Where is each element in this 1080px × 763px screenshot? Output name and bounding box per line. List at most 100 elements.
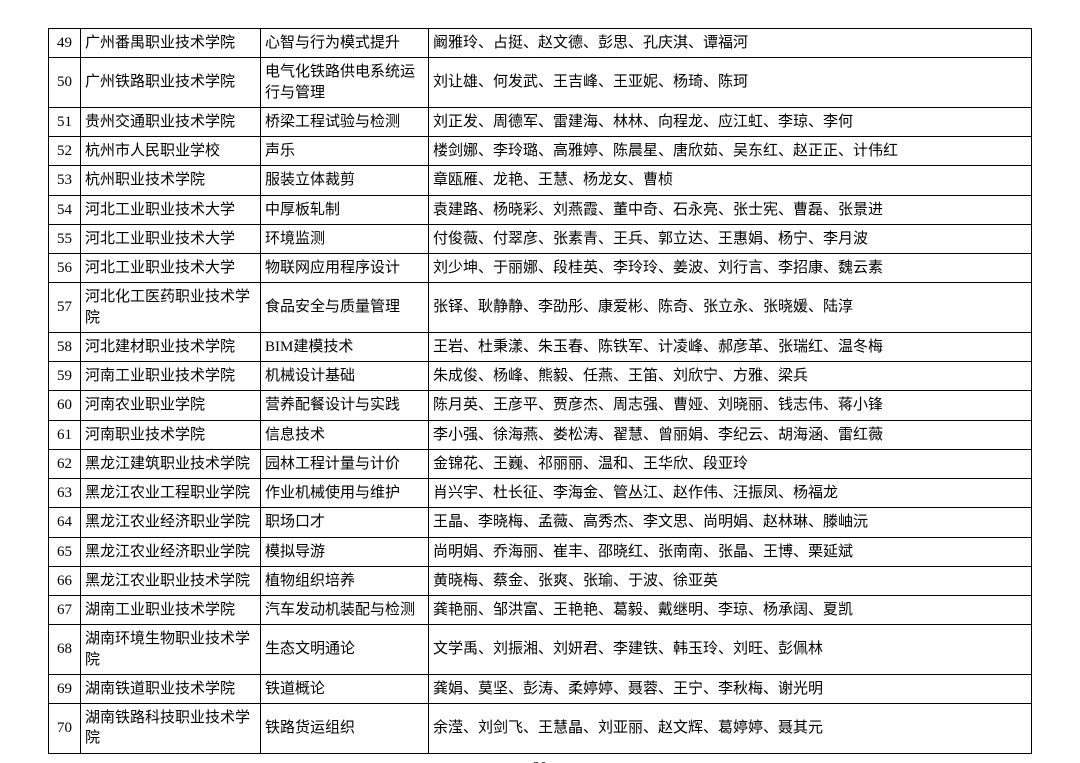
table-row: 60河南农业职业学院营养配餐设计与实践陈月英、王彦平、贾彦杰、周志强、曹娅、刘晓…	[49, 391, 1032, 420]
course-cell: 声乐	[261, 137, 429, 166]
document-page: 49广州番禺职业技术学院心智与行为模式提升阚雅玲、占挺、赵文德、彭思、孔庆淇、谭…	[0, 0, 1080, 763]
table-row: 51贵州交通职业技术学院桥梁工程试验与检测刘正发、周德军、雷建海、林林、向程龙、…	[49, 107, 1032, 136]
institution-cell: 贵州交通职业技术学院	[81, 107, 261, 136]
table-row: 55河北工业职业技术大学环境监测付俊薇、付翠彦、张素青、王兵、郭立达、王惠娟、杨…	[49, 224, 1032, 253]
course-cell: 环境监测	[261, 224, 429, 253]
institution-cell: 河南农业职业学院	[81, 391, 261, 420]
course-cell: 植物组织培养	[261, 566, 429, 595]
table-row: 65黑龙江农业经济职业学院模拟导游尚明娟、乔海丽、崔丰、邵晓红、张南南、张晶、王…	[49, 537, 1032, 566]
institution-cell: 杭州市人民职业学校	[81, 137, 261, 166]
course-cell: 作业机械使用与维护	[261, 479, 429, 508]
row-index: 59	[49, 362, 81, 391]
table-row: 64黑龙江农业经济职业学院职场口才王晶、李晓梅、孟薇、高秀杰、李文思、尚明娟、赵…	[49, 508, 1032, 537]
table-row: 67湖南工业职业技术学院汽车发动机装配与检测龚艳丽、邹洪富、王艳艳、葛毅、戴继明…	[49, 596, 1032, 625]
institution-cell: 黑龙江农业职业技术学院	[81, 566, 261, 595]
institution-cell: 广州铁路职业技术学院	[81, 58, 261, 108]
course-cell: 桥梁工程试验与检测	[261, 107, 429, 136]
row-index: 52	[49, 137, 81, 166]
course-cell: 模拟导游	[261, 537, 429, 566]
institution-cell: 杭州职业技术学院	[81, 166, 261, 195]
institution-cell: 黑龙江农业工程职业学院	[81, 479, 261, 508]
institution-cell: 湖南铁道职业技术学院	[81, 674, 261, 703]
people-cell: 付俊薇、付翠彦、张素青、王兵、郭立达、王惠娟、杨宁、李月波	[429, 224, 1032, 253]
table-row: 59河南工业职业技术学院机械设计基础朱成俊、杨峰、熊毅、任燕、王笛、刘欣宁、方雅…	[49, 362, 1032, 391]
row-index: 54	[49, 195, 81, 224]
row-index: 53	[49, 166, 81, 195]
course-cell: 中厚板轧制	[261, 195, 429, 224]
row-index: 63	[49, 479, 81, 508]
table-row: 61河南职业技术学院信息技术李小强、徐海燕、娄松涛、翟慧、曾丽娟、李纪云、胡海涵…	[49, 420, 1032, 449]
table-row: 58河北建材职业技术学院BIM建模技术王岩、杜秉漾、朱玉春、陈铁军、计凌峰、郝彦…	[49, 332, 1032, 361]
people-cell: 刘正发、周德军、雷建海、林林、向程龙、应江虹、李琼、李何	[429, 107, 1032, 136]
table-row: 54河北工业职业技术大学中厚板轧制袁建路、杨晓彩、刘燕霞、董中奇、石永亮、张士宪…	[49, 195, 1032, 224]
course-cell: 职场口才	[261, 508, 429, 537]
people-cell: 袁建路、杨晓彩、刘燕霞、董中奇、石永亮、张士宪、曹磊、张景进	[429, 195, 1032, 224]
people-cell: 章瓯雁、龙艳、王慧、杨龙女、曹桢	[429, 166, 1032, 195]
people-cell: 刘少坤、于丽娜、段桂英、李玲玲、姜波、刘行言、李招康、魏云素	[429, 254, 1032, 283]
row-index: 55	[49, 224, 81, 253]
row-index: 68	[49, 625, 81, 675]
course-cell: 汽车发动机装配与检测	[261, 596, 429, 625]
institution-cell: 广州番禺职业技术学院	[81, 29, 261, 58]
people-cell: 金锦花、王巍、祁丽丽、温和、王华欣、段亚玲	[429, 449, 1032, 478]
people-cell: 尚明娟、乔海丽、崔丰、邵晓红、张南南、张晶、王博、栗延斌	[429, 537, 1032, 566]
table-row: 68湖南环境生物职业技术学院生态文明通论文学禹、刘振湘、刘妍君、李建铁、韩玉玲、…	[49, 625, 1032, 675]
institution-cell: 河南工业职业技术学院	[81, 362, 261, 391]
people-cell: 陈月英、王彦平、贾彦杰、周志强、曹娅、刘晓丽、钱志伟、蒋小锋	[429, 391, 1032, 420]
table-row: 52杭州市人民职业学校声乐楼剑娜、李玲璐、高雅婷、陈晨星、唐欣茹、吴东红、赵正正…	[49, 137, 1032, 166]
people-cell: 龚艳丽、邹洪富、王艳艳、葛毅、戴继明、李琼、杨承阔、夏凯	[429, 596, 1032, 625]
table-row: 53杭州职业技术学院服装立体裁剪章瓯雁、龙艳、王慧、杨龙女、曹桢	[49, 166, 1032, 195]
people-cell: 王岩、杜秉漾、朱玉春、陈铁军、计凌峰、郝彦革、张瑞红、温冬梅	[429, 332, 1032, 361]
institution-cell: 河北建材职业技术学院	[81, 332, 261, 361]
institution-cell: 黑龙江建筑职业技术学院	[81, 449, 261, 478]
people-cell: 刘让雄、何发武、王吉峰、王亚妮、杨琦、陈珂	[429, 58, 1032, 108]
row-index: 56	[49, 254, 81, 283]
row-index: 70	[49, 704, 81, 754]
people-cell: 余滢、刘剑飞、王慧晶、刘亚丽、赵文辉、葛婷婷、聂其元	[429, 704, 1032, 754]
course-cell: 营养配餐设计与实践	[261, 391, 429, 420]
people-cell: 楼剑娜、李玲璐、高雅婷、陈晨星、唐欣茹、吴东红、赵正正、计伟红	[429, 137, 1032, 166]
people-cell: 龚娟、莫坚、彭涛、柔婷婷、聂蓉、王宁、李秋梅、谢光明	[429, 674, 1032, 703]
row-index: 66	[49, 566, 81, 595]
table-row: 70湖南铁路科技职业技术学院铁路货运组织余滢、刘剑飞、王慧晶、刘亚丽、赵文辉、葛…	[49, 704, 1032, 754]
course-cell: 服装立体裁剪	[261, 166, 429, 195]
course-cell: 心智与行为模式提升	[261, 29, 429, 58]
people-cell: 阚雅玲、占挺、赵文德、彭思、孔庆淇、谭福河	[429, 29, 1032, 58]
people-cell: 朱成俊、杨峰、熊毅、任燕、王笛、刘欣宁、方雅、梁兵	[429, 362, 1032, 391]
people-cell: 王晶、李晓梅、孟薇、高秀杰、李文思、尚明娟、赵林琳、滕岫沅	[429, 508, 1032, 537]
row-index: 62	[49, 449, 81, 478]
row-index: 50	[49, 58, 81, 108]
row-index: 67	[49, 596, 81, 625]
course-cell: 生态文明通论	[261, 625, 429, 675]
course-cell: BIM建模技术	[261, 332, 429, 361]
page-number: 20	[48, 760, 1032, 763]
institution-cell: 河北工业职业技术大学	[81, 254, 261, 283]
table-row: 62黑龙江建筑职业技术学院园林工程计量与计价金锦花、王巍、祁丽丽、温和、王华欣、…	[49, 449, 1032, 478]
row-index: 49	[49, 29, 81, 58]
table-row: 50广州铁路职业技术学院电气化铁路供电系统运行与管理刘让雄、何发武、王吉峰、王亚…	[49, 58, 1032, 108]
row-index: 58	[49, 332, 81, 361]
table-row: 63黑龙江农业工程职业学院作业机械使用与维护肖兴宇、杜长征、李海金、管丛江、赵作…	[49, 479, 1032, 508]
course-cell: 机械设计基础	[261, 362, 429, 391]
institution-cell: 湖南环境生物职业技术学院	[81, 625, 261, 675]
course-table: 49广州番禺职业技术学院心智与行为模式提升阚雅玲、占挺、赵文德、彭思、孔庆淇、谭…	[48, 28, 1032, 754]
course-cell: 食品安全与质量管理	[261, 283, 429, 333]
people-cell: 李小强、徐海燕、娄松涛、翟慧、曾丽娟、李纪云、胡海涵、雷红薇	[429, 420, 1032, 449]
row-index: 69	[49, 674, 81, 703]
row-index: 60	[49, 391, 81, 420]
row-index: 51	[49, 107, 81, 136]
people-cell: 文学禹、刘振湘、刘妍君、李建铁、韩玉玲、刘旺、彭佩林	[429, 625, 1032, 675]
table-row: 57河北化工医药职业技术学院食品安全与质量管理张铎、耿静静、李劭彤、康爱彬、陈奇…	[49, 283, 1032, 333]
course-cell: 铁道概论	[261, 674, 429, 703]
row-index: 57	[49, 283, 81, 333]
row-index: 65	[49, 537, 81, 566]
table-row: 56河北工业职业技术大学物联网应用程序设计刘少坤、于丽娜、段桂英、李玲玲、姜波、…	[49, 254, 1032, 283]
table-row: 49广州番禺职业技术学院心智与行为模式提升阚雅玲、占挺、赵文德、彭思、孔庆淇、谭…	[49, 29, 1032, 58]
people-cell: 黄晓梅、蔡金、张爽、张瑜、于波、徐亚英	[429, 566, 1032, 595]
course-cell: 园林工程计量与计价	[261, 449, 429, 478]
institution-cell: 黑龙江农业经济职业学院	[81, 537, 261, 566]
row-index: 64	[49, 508, 81, 537]
institution-cell: 河北工业职业技术大学	[81, 224, 261, 253]
course-cell: 铁路货运组织	[261, 704, 429, 754]
institution-cell: 河南职业技术学院	[81, 420, 261, 449]
